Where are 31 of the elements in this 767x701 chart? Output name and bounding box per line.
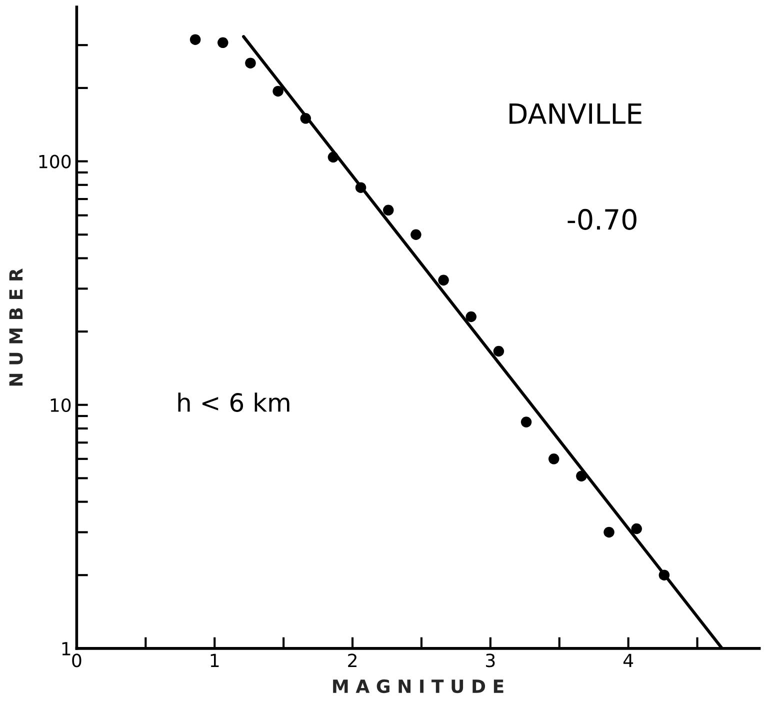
point — [272, 86, 284, 97]
point — [466, 311, 476, 322]
x-tick-label: 3 — [486, 654, 495, 668]
point — [190, 34, 201, 45]
y-tick-label: 10 — [50, 398, 71, 412]
y-tick-label: 1 — [62, 642, 70, 656]
point — [218, 37, 228, 48]
point — [631, 523, 642, 534]
point — [576, 470, 587, 482]
x-tick-label: 2 — [348, 654, 356, 668]
point — [548, 454, 560, 464]
x-axis-title: M A G N I T U D E — [333, 679, 504, 694]
point — [410, 229, 422, 240]
point — [328, 152, 339, 163]
point — [604, 526, 614, 538]
point — [520, 416, 532, 428]
point — [438, 274, 449, 286]
y-axis-title: N U M B E R — [9, 268, 23, 386]
x-tick-label: 0 — [72, 654, 82, 668]
point — [300, 113, 311, 124]
point — [658, 570, 670, 580]
point — [245, 58, 256, 68]
point — [382, 204, 394, 216]
annotation: -0.70 — [568, 208, 636, 230]
y-tick-label: 100 — [39, 154, 71, 168]
point — [355, 182, 366, 193]
annotation: h < 6 km — [178, 392, 290, 412]
point — [493, 346, 504, 357]
x-tick-label: 4 — [623, 654, 634, 668]
x-tick-label: 1 — [210, 654, 219, 668]
annotation: DANVILLE — [510, 103, 642, 124]
